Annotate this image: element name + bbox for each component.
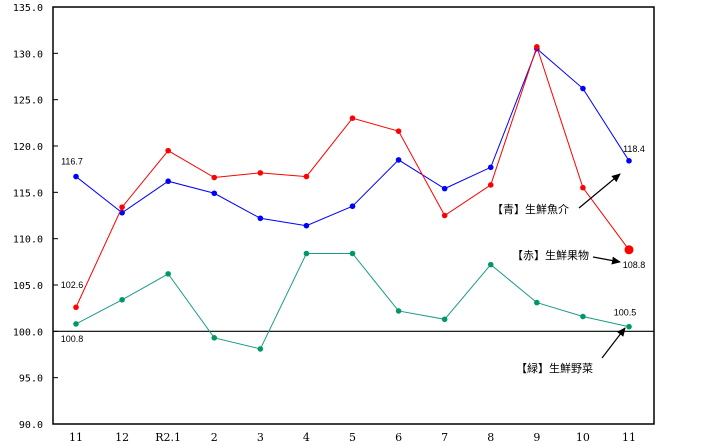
data-point [119, 297, 125, 303]
data-point [211, 335, 218, 341]
data-value-label: 100.5 [614, 308, 637, 318]
y-tick-label: 95.0 [19, 374, 43, 385]
data-point [73, 173, 79, 180]
y-tick-label: 90.0 [19, 420, 43, 431]
data-point [487, 164, 494, 171]
data-value-label: 118.4 [623, 144, 645, 154]
data-point [257, 170, 264, 176]
plot-frame [52, 6, 655, 425]
data-value-label: 116.7 [61, 157, 83, 167]
data-value-label: 100.8 [61, 334, 84, 344]
data-value-label: 108.8 [623, 260, 646, 270]
data-point [257, 346, 264, 352]
data-point [395, 308, 402, 314]
x-tick-label: 12 [115, 431, 129, 444]
data-value-label: 102.6 [61, 280, 84, 290]
data-point [303, 173, 310, 180]
data-point [395, 128, 402, 134]
y-axis-ticks: 135.0 130.0 125.0 120.0 115.0 110.0 105.0 100.0… [13, 3, 58, 431]
data-point [165, 178, 171, 185]
x-tick-label: 8 [487, 431, 494, 444]
y-tick-label: 135.0 [13, 3, 43, 14]
data-point [165, 147, 171, 154]
data-point [441, 185, 448, 192]
data-point [624, 245, 634, 255]
x-tick-label: 4 [303, 431, 310, 444]
legend-red-fruit: 【赤】生鮮果物 [512, 248, 589, 262]
x-tick-label: R2.1 [155, 431, 181, 444]
data-point [211, 190, 218, 197]
data-point [534, 44, 540, 50]
x-tick-label: 10 [576, 431, 590, 444]
y-tick-label: 125.0 [13, 96, 43, 107]
data-point [349, 250, 356, 257]
y-tick-label: 120.0 [13, 142, 43, 153]
x-tick-label: 9 [533, 431, 540, 444]
data-point [257, 215, 264, 222]
x-tick-label: 7 [441, 431, 448, 444]
y-tick-label: 105.0 [13, 281, 43, 292]
y-tick-label: 130.0 [13, 49, 43, 60]
data-point [580, 184, 586, 191]
x-tick-label: 11 [69, 431, 83, 444]
series-line [75, 45, 630, 308]
x-tick-label: 6 [395, 431, 402, 444]
arrow-red [592, 256, 621, 265]
data-point [395, 157, 402, 163]
x-tick-label: 11 [622, 431, 636, 444]
arrow-blue [578, 173, 621, 209]
data-series [73, 44, 634, 352]
data-labels: 116.7 102.6 100.8 118.4 108.8 100.5 [61, 144, 646, 344]
data-point [73, 304, 79, 311]
data-point [441, 316, 448, 323]
data-point [211, 174, 218, 181]
data-point [165, 271, 171, 277]
x-tick-label: 2 [211, 431, 218, 444]
y-tick-label: 110.0 [13, 235, 43, 246]
data-point [626, 158, 632, 164]
data-point [534, 299, 540, 306]
legend-green-vegetable: 【緑】生鮮野菜 [516, 361, 593, 375]
data-point [73, 321, 79, 327]
y-tick-label: 115.0 [13, 188, 43, 199]
data-point [119, 204, 125, 210]
x-tick-label: 5 [349, 431, 356, 444]
data-point [349, 203, 356, 210]
legend-blue-fish: 【青】生鮮魚介 [492, 202, 569, 216]
data-point [303, 250, 310, 257]
legend-annotations: 【青】生鮮魚介 【赤】生鮮果物 【緑】生鮮野菜 [492, 173, 626, 375]
x-axis-ticks: 11 12 R2.1 2 3 4 5 6 7 8 9 10 11 [69, 431, 636, 444]
data-point [487, 182, 494, 188]
data-point [487, 261, 494, 268]
series-line [75, 252, 630, 350]
data-point [580, 85, 586, 92]
arrow-green [601, 327, 626, 359]
data-point [349, 115, 356, 121]
data-point [580, 313, 586, 320]
y-tick-label: 100.0 [13, 327, 43, 338]
data-point [441, 212, 448, 219]
x-tick-label: 3 [257, 431, 264, 444]
data-point [626, 323, 632, 330]
data-point [303, 222, 310, 229]
